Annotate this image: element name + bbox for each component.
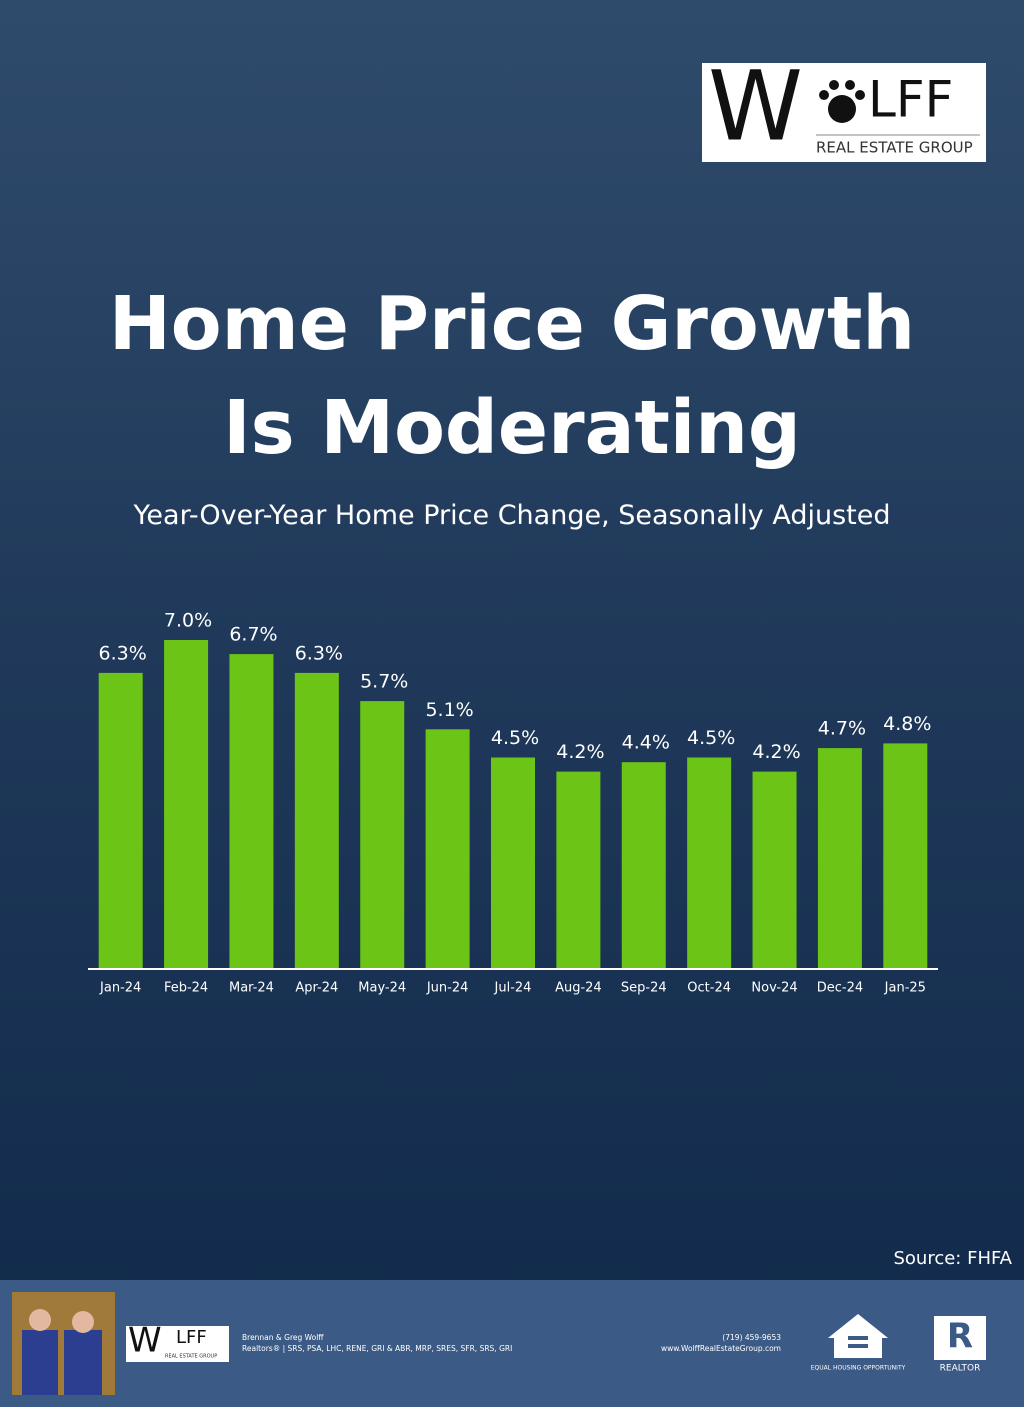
logo: W LFF REAL ESTATE GROUP: [702, 63, 986, 162]
bar: [294, 672, 339, 969]
bar: [817, 748, 862, 969]
footer-phone: (719) 459-9653: [722, 1333, 781, 1342]
x-tick-label: May-24: [358, 981, 406, 996]
logo-tagline: REAL ESTATE GROUP: [816, 139, 973, 157]
bar: [556, 771, 601, 969]
eho-bar: [848, 1336, 868, 1340]
bar: [621, 762, 666, 969]
chart-subtitle: Year-Over-Year Home Price Change, Season…: [133, 500, 891, 531]
value-label: 4.5%: [491, 727, 539, 749]
value-label: 6.3%: [99, 642, 147, 664]
bar: [98, 672, 143, 969]
logo-rest: LFF: [868, 71, 953, 129]
footer-logo-rest: LFF: [176, 1327, 207, 1348]
x-tick-label: Oct-24: [687, 981, 731, 996]
logo-w: W: [708, 63, 803, 162]
x-tick-label: Apr-24: [295, 981, 338, 996]
x-tick-label: Mar-24: [229, 981, 274, 996]
realtor-icon: [934, 1316, 986, 1360]
value-label: 4.7%: [818, 718, 866, 740]
x-tick-label: Aug-24: [555, 981, 602, 996]
footer-names: Brennan & Greg Wolff: [242, 1333, 324, 1342]
footer-logo-w: W: [128, 1321, 162, 1361]
bar: [425, 729, 470, 969]
value-label: 4.8%: [883, 713, 931, 735]
x-tick-label: Dec-24: [817, 981, 863, 996]
value-label: 4.2%: [556, 741, 604, 763]
bar: [883, 743, 928, 969]
value-label: 7.0%: [164, 610, 212, 632]
realtor-text: REALTOR: [940, 1364, 981, 1374]
bar: [360, 701, 405, 969]
x-tick-label: Nov-24: [751, 981, 797, 996]
value-label: 5.7%: [360, 671, 408, 693]
photo-person: [64, 1330, 102, 1395]
footer: W LFF REAL ESTATE GROUP Brennan & Greg W…: [0, 1280, 1024, 1407]
x-tick-label: Sep-24: [621, 981, 667, 996]
bar: [491, 757, 535, 969]
bar: [687, 757, 732, 969]
value-label: 4.2%: [752, 741, 800, 763]
footer-credentials: Realtors® | SRS, PSA, LHC, RENE, GRI & A…: [242, 1344, 512, 1353]
value-label: 6.7%: [229, 624, 277, 646]
eho-text: EQUAL HOUSING OPPORTUNITY: [811, 1365, 906, 1372]
value-label: 4.5%: [687, 727, 735, 749]
photo-face: [72, 1311, 94, 1333]
x-tick-label: Feb-24: [164, 981, 208, 996]
chart-title: Home Price Growth Is Moderating: [108, 281, 916, 471]
footer-website: www.WolffRealEstateGroup.com: [661, 1344, 781, 1353]
x-tick-label: Jul-24: [494, 981, 532, 996]
photo-person: [22, 1330, 58, 1395]
bar: [229, 654, 274, 969]
realtor-r: R: [947, 1317, 973, 1357]
value-label: 5.1%: [425, 699, 473, 721]
value-label: 4.4%: [622, 732, 670, 754]
x-tick-label: Jun-24: [426, 981, 469, 996]
paw: [819, 80, 865, 123]
value-label: 6.3%: [295, 642, 343, 664]
footer-logo-tagline: REAL ESTATE GROUP: [165, 1354, 217, 1360]
footer-logo: [126, 1326, 229, 1362]
bar: [752, 771, 797, 969]
eho-bar: [848, 1344, 868, 1348]
source: Source: FHFA: [893, 1248, 1012, 1269]
x-tick-label: Jan-25: [884, 981, 926, 996]
x-tick-label: Jan-24: [99, 981, 141, 996]
photo-face: [29, 1309, 51, 1331]
chart: 6.3% Jan-24 7.0% Feb-24 6.7% Mar-24 6.3% Apr-24…: [88, 610, 938, 996]
footer-art: W LFF REAL ESTATE GROUP Brennan & Greg W…: [12, 1292, 986, 1395]
bar: [164, 640, 209, 969]
